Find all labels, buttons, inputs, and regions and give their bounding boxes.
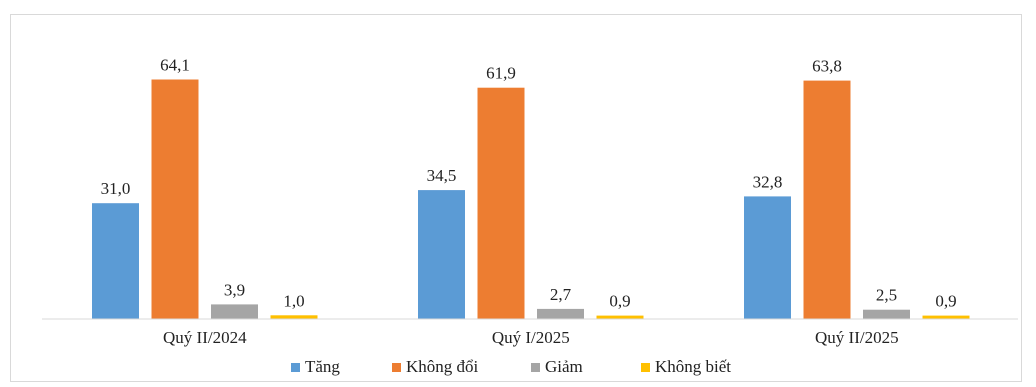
legend-swatch-3	[531, 363, 540, 372]
legend-swatch-4	[641, 363, 650, 372]
data-label-3-2: 2,7	[550, 285, 572, 304]
bar-2-2	[477, 87, 525, 319]
legend-label-3: Giảm	[545, 357, 583, 376]
data-label-4-2: 0,9	[609, 292, 630, 311]
data-label-3-3: 2,5	[876, 286, 897, 305]
bar-3-2	[537, 308, 584, 319]
bar-2-3	[803, 80, 851, 319]
legend-label-4: Không biết	[655, 357, 731, 376]
data-label-1-3: 32,8	[753, 172, 783, 191]
x-tick-labels: Quý II/2024 Quý I/2025 Quý II/2025	[163, 328, 899, 347]
bar-1-3	[744, 196, 791, 319]
bar-4-2	[596, 315, 644, 319]
bar-2-1	[151, 79, 199, 319]
x-tick-label-2: Quý I/2025	[492, 328, 570, 347]
bar-4-1	[270, 315, 318, 319]
legend-swatch-1	[291, 363, 300, 372]
bar-3-3	[863, 309, 910, 319]
data-label-2-1: 64,1	[160, 56, 190, 75]
data-label-4-3: 0,9	[935, 292, 956, 311]
data-label-3-1: 3,9	[224, 280, 245, 299]
bar-4-3	[922, 315, 970, 319]
data-label-2-3: 63,8	[812, 57, 842, 76]
legend-label-1: Tăng	[305, 357, 340, 376]
x-tick-label-1: Quý II/2024	[163, 328, 247, 347]
legend: Tăng Không đổi Giảm Không biết	[291, 357, 731, 376]
legend-swatch-2	[392, 363, 401, 372]
data-label-4-1: 1,0	[283, 291, 304, 310]
data-labels-layer: 31,0 64,1 3,9 1,0 34,5 61,9 2,7 0,9 32,8 63,8 2,5 0…	[101, 56, 957, 311]
legend-label-2: Không đổi	[406, 357, 479, 376]
bar-1-1	[92, 203, 139, 319]
bars-layer	[92, 79, 970, 319]
data-label-2-2: 61,9	[486, 64, 516, 83]
bar-3-1	[211, 304, 258, 319]
bar-1-2	[418, 190, 465, 319]
data-label-1-2: 34,5	[427, 166, 457, 185]
x-tick-label-3: Quý II/2025	[815, 328, 899, 347]
data-label-1-1: 31,0	[101, 179, 131, 198]
